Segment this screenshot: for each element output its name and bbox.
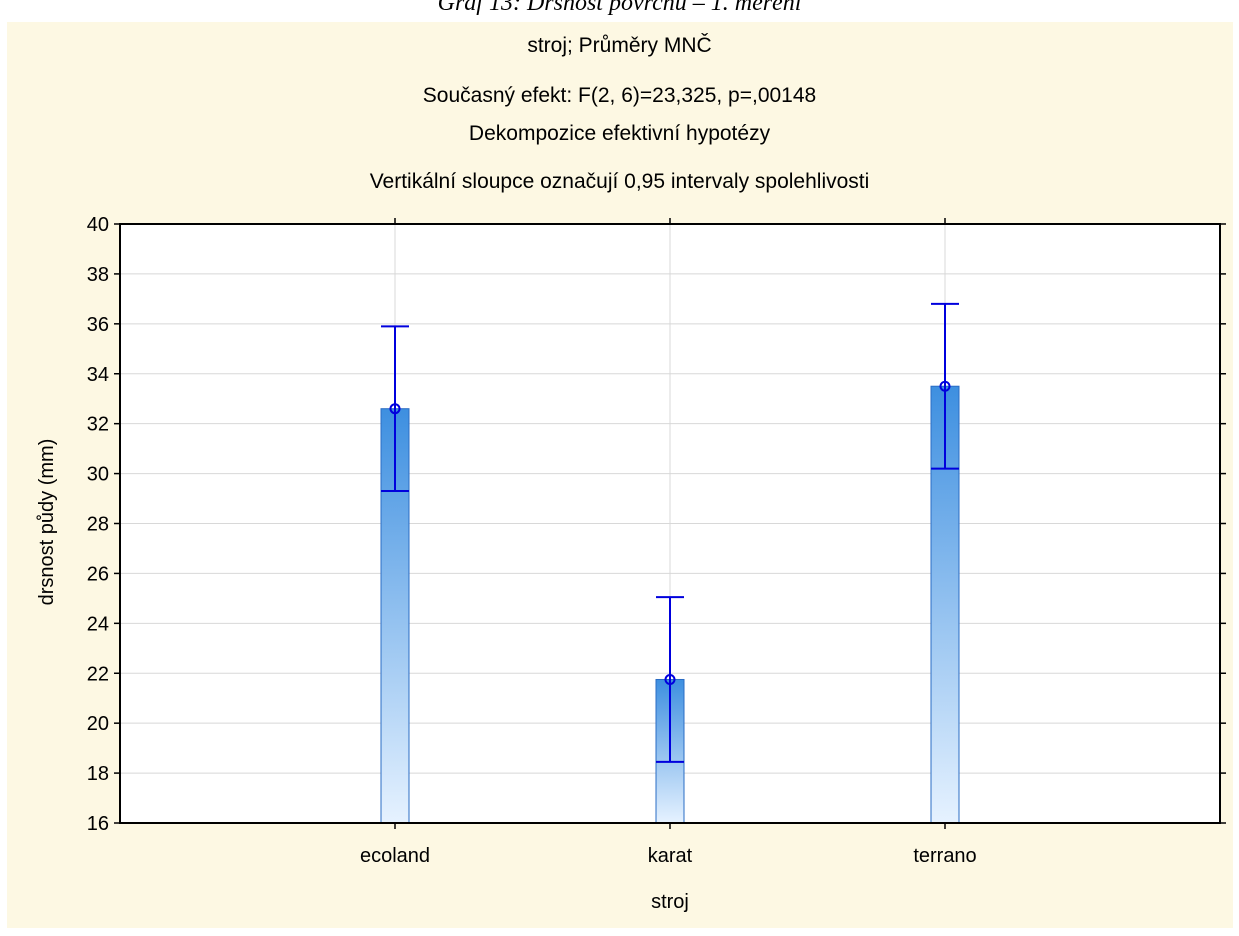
y-tick-label: 18 bbox=[87, 763, 109, 785]
y-tick-label: 20 bbox=[87, 713, 109, 735]
x-tick-label: karat bbox=[648, 845, 693, 867]
chart-title-line-3: Dekompozice efektivní hypotézy bbox=[468, 122, 771, 145]
y-tick-label: 24 bbox=[87, 613, 109, 635]
x-tick-label: ecoland bbox=[360, 845, 430, 867]
mean-point-karat bbox=[664, 673, 676, 685]
y-tick-label: 40 bbox=[87, 214, 109, 236]
y-tick-label: 34 bbox=[87, 364, 109, 386]
x-axis-title: stroj bbox=[651, 891, 689, 913]
mean-point-terrano bbox=[939, 380, 951, 392]
y-tick-label: 36 bbox=[87, 314, 109, 336]
chart-title-line-1: stroj; Průměry MNČ bbox=[527, 34, 712, 57]
y-tick-label: 28 bbox=[87, 514, 109, 536]
y-tick-label: 32 bbox=[87, 414, 109, 436]
y-tick-label: 26 bbox=[87, 563, 109, 585]
chart-title-line-2: Současný efekt: F(2, 6)=23,325, p=,00148 bbox=[422, 84, 817, 107]
y-tick-label: 16 bbox=[87, 813, 109, 835]
y-tick-label: 38 bbox=[87, 264, 109, 286]
mean-point-ecoland bbox=[389, 403, 401, 415]
chart-title-line-4: Vertikální sloupce označují 0,95 interva… bbox=[369, 170, 870, 193]
y-tick-label: 22 bbox=[87, 663, 109, 685]
x-tick-label: terrano bbox=[913, 845, 976, 867]
y-tick-label: 30 bbox=[87, 464, 109, 486]
y-axis-title: drsnost půdy (mm) bbox=[36, 439, 58, 606]
figure-caption: Graf 13: Drsnost povrchu – 1. měření bbox=[437, 0, 802, 16]
